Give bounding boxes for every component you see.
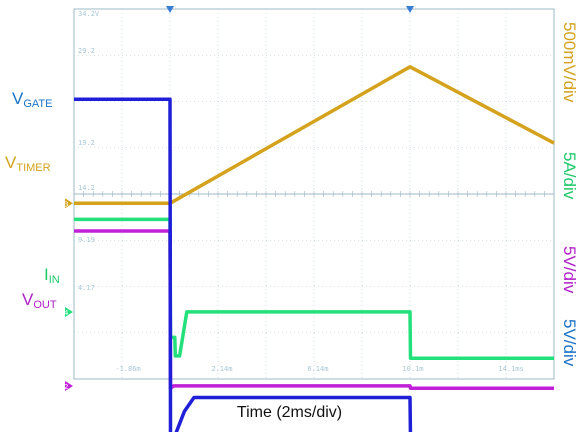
vtimer-label: VTIMER [5, 153, 51, 174]
y-tick-label: 29.2 [78, 47, 95, 55]
channel-marker [65, 380, 73, 391]
trace-vtimer [74, 65, 555, 206]
vout-label: VOUT [22, 290, 57, 311]
y-tick-label: 34.2V [78, 10, 100, 18]
channel-marker-label: 3 [64, 200, 68, 208]
iin-scale-label: 5A/div [560, 152, 579, 200]
channel-markers: 3421 [64, 198, 73, 391]
x-axis-title: Time (2ms/div) [236, 404, 343, 421]
channel-marker [65, 198, 73, 209]
channel-marker-label: 4 [64, 309, 69, 317]
grid-tick-labels: 34.2V 29.2 19.2 14.2 9.19 4.17 -1.86m 2.14m 6.14… [78, 10, 524, 373]
vout-scale-label: 5V/div [560, 246, 579, 294]
x-tick-label: 2.14m [211, 365, 232, 373]
y-tick-label: 9.19 [78, 236, 95, 244]
x-tick-label: 6.14m [307, 365, 328, 373]
channel-marker [65, 306, 73, 317]
grid [73, 8, 555, 380]
trace-vgate [74, 97, 413, 432]
x-tick-label: 14.1ms [498, 365, 523, 373]
y-tick-label: 4.17 [78, 284, 95, 292]
traces [74, 65, 555, 432]
x-tick-label: -1.86m [115, 365, 140, 373]
trigger-markers [166, 6, 414, 13]
time-marker [166, 6, 174, 13]
time-marker [406, 6, 414, 13]
vgate-label: VGATE [12, 89, 53, 110]
x-tick-label: 10.1m [402, 365, 423, 373]
timer-scale-label: 500mV/div [560, 22, 579, 103]
y-tick-label: 14.2 [78, 184, 95, 192]
channel-marker-label: 2 [64, 383, 68, 391]
y-tick-label: 19.2 [78, 139, 95, 147]
gate-scale-label: 5V/div [560, 319, 579, 367]
iin-label: IIN [44, 265, 60, 286]
